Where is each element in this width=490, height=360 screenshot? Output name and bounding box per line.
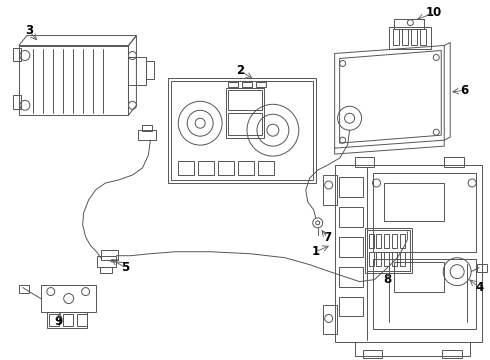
Bar bbox=[339, 177, 363, 197]
Bar bbox=[355, 157, 374, 167]
Text: 2: 2 bbox=[236, 64, 244, 77]
Bar bbox=[394, 262, 444, 292]
Bar bbox=[13, 48, 21, 62]
Bar bbox=[420, 28, 426, 45]
Text: 1: 1 bbox=[312, 245, 320, 258]
Bar bbox=[19, 285, 29, 293]
Bar bbox=[168, 78, 316, 183]
Bar bbox=[49, 315, 59, 327]
Text: 8: 8 bbox=[383, 273, 392, 286]
Text: 10: 10 bbox=[426, 6, 442, 19]
Bar bbox=[228, 113, 262, 135]
Bar bbox=[376, 252, 382, 266]
Bar bbox=[100, 250, 119, 260]
Bar bbox=[392, 252, 397, 266]
Bar bbox=[138, 130, 156, 140]
Text: 3: 3 bbox=[25, 24, 33, 37]
Bar bbox=[258, 161, 274, 175]
Bar bbox=[339, 237, 363, 257]
Text: 6: 6 bbox=[460, 84, 468, 97]
Bar bbox=[97, 256, 117, 267]
Bar bbox=[172, 81, 313, 180]
Bar bbox=[228, 82, 238, 87]
Bar bbox=[385, 252, 390, 266]
Bar bbox=[238, 161, 254, 175]
Bar bbox=[339, 297, 363, 316]
Bar bbox=[339, 207, 363, 227]
Bar bbox=[394, 19, 424, 28]
Bar bbox=[400, 234, 405, 248]
Bar bbox=[143, 125, 152, 131]
Bar bbox=[400, 252, 405, 266]
Text: 4: 4 bbox=[475, 281, 483, 294]
Bar bbox=[242, 82, 252, 87]
Text: 5: 5 bbox=[122, 261, 129, 274]
Bar bbox=[390, 27, 431, 49]
Text: 7: 7 bbox=[323, 231, 332, 244]
Bar bbox=[19, 45, 128, 115]
Bar bbox=[402, 28, 408, 45]
Bar bbox=[226, 88, 264, 138]
Bar bbox=[372, 173, 476, 252]
Bar bbox=[323, 175, 337, 205]
Bar bbox=[365, 228, 413, 273]
Bar bbox=[76, 315, 87, 327]
Text: 9: 9 bbox=[54, 315, 63, 328]
Bar bbox=[323, 305, 337, 334]
Bar bbox=[392, 234, 397, 248]
Bar bbox=[256, 82, 266, 87]
Bar bbox=[363, 350, 383, 358]
Bar bbox=[147, 62, 154, 80]
Bar bbox=[376, 234, 382, 248]
Bar bbox=[63, 315, 73, 327]
Bar bbox=[339, 267, 363, 287]
Bar bbox=[228, 90, 262, 110]
Bar bbox=[372, 259, 476, 329]
Bar bbox=[47, 312, 87, 328]
Bar bbox=[335, 165, 482, 342]
Bar bbox=[198, 161, 214, 175]
Bar bbox=[477, 264, 487, 272]
Bar bbox=[41, 285, 96, 312]
Bar bbox=[367, 230, 410, 271]
Bar bbox=[385, 234, 390, 248]
Bar bbox=[368, 252, 373, 266]
Bar bbox=[442, 350, 462, 358]
Bar bbox=[99, 267, 112, 273]
Bar bbox=[13, 95, 21, 109]
Bar bbox=[444, 157, 464, 167]
Bar bbox=[412, 28, 417, 45]
Bar bbox=[178, 161, 194, 175]
Bar bbox=[368, 234, 373, 248]
Bar bbox=[218, 161, 234, 175]
Bar bbox=[128, 58, 147, 85]
Bar bbox=[393, 28, 399, 45]
Bar bbox=[385, 183, 444, 221]
